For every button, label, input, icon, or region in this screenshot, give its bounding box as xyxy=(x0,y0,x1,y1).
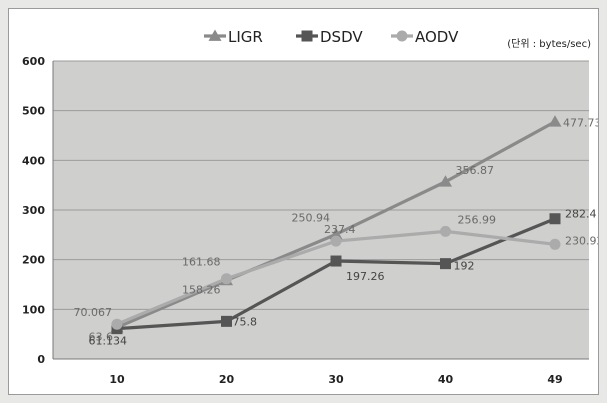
data-point-aodv xyxy=(440,225,451,237)
data-label-aodv: 230.92 xyxy=(565,234,598,247)
x-tick-label: 49 xyxy=(547,373,562,386)
data-label-ligr: 477.73 xyxy=(563,117,598,130)
x-tick-label: 40 xyxy=(438,373,454,386)
data-label-aodv: 70.067 xyxy=(74,306,113,319)
data-label-dsdv: 192 xyxy=(454,260,475,273)
data-label-ligr: 63.6 xyxy=(89,330,114,343)
data-point-ligr xyxy=(329,227,343,240)
data-point-dsdv xyxy=(549,213,561,225)
legend-marker-dsdv xyxy=(301,30,313,42)
legend-marker-ligr xyxy=(208,29,222,41)
y-tick-label: 200 xyxy=(22,254,45,267)
data-point-dsdv xyxy=(221,315,232,327)
data-point-ligr xyxy=(439,175,452,187)
legend-label-ligr: LIGR xyxy=(228,28,263,46)
unit-note: (단위 : bytes/sec) xyxy=(507,37,591,50)
y-tick-label: 600 xyxy=(22,55,45,68)
y-tick-label: 500 xyxy=(22,105,45,118)
data-point-aodv xyxy=(549,238,561,250)
data-point-dsdv xyxy=(440,258,451,270)
y-tick-label: 300 xyxy=(22,204,45,217)
data-label-ligr: 356.87 xyxy=(456,164,495,177)
legend-label-dsdv: DSDV xyxy=(320,28,363,46)
line-chart: 0 100 200 300 400 500 600 10 20 30 40 49 63.6 158.26… xyxy=(22,28,598,386)
y-tick-label: 0 xyxy=(37,353,45,366)
data-label-dsdv: 61.134 xyxy=(89,335,128,348)
x-tick-label: 20 xyxy=(219,373,235,386)
data-point-ligr xyxy=(548,115,562,127)
data-point-aodv xyxy=(221,273,232,285)
data-point-aodv xyxy=(111,318,123,330)
data-label-dsdv: 197.26 xyxy=(346,270,385,283)
data-label-ligr: 250.94 xyxy=(292,211,331,224)
data-label-dsdv: 75.8 xyxy=(233,315,258,328)
data-point-dsdv xyxy=(330,255,342,267)
legend-label-aodv: AODV xyxy=(415,28,459,46)
y-tick-label: 400 xyxy=(22,154,45,167)
y-tick-label: 100 xyxy=(22,303,45,316)
x-tick-label: 30 xyxy=(328,373,344,386)
data-label-aodv: 256.99 xyxy=(458,213,497,226)
data-label-aodv: 237.4 xyxy=(324,223,356,236)
data-label-ligr: 158.26 xyxy=(182,283,221,296)
legend-marker-aodv xyxy=(396,30,408,42)
chart-frame: 0 100 200 300 400 500 600 10 20 30 40 49 63.6 158.26… xyxy=(8,8,599,395)
data-point-aodv xyxy=(330,235,342,247)
data-label-dsdv: 282.4 xyxy=(565,208,597,221)
x-tick-label: 10 xyxy=(109,373,125,386)
data-label-aodv: 161.68 xyxy=(182,256,221,269)
